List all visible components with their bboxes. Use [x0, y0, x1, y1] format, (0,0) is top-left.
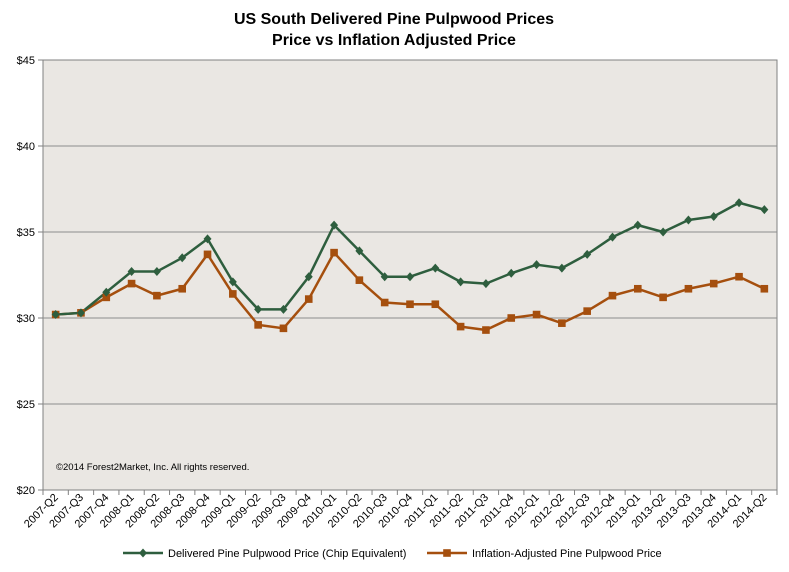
y-tick-label: $35	[17, 227, 35, 239]
data-point-delivered	[51, 310, 60, 320]
data-point-delivered	[102, 287, 111, 297]
chart-title: US South Delivered Pine Pulpwood Prices	[234, 11, 554, 28]
y-axis: $20 $25 $30 $35 $40 $45	[17, 55, 43, 497]
data-point-inflation-adjusted	[709, 279, 718, 288]
legend-label-delivered: Delivered Pine Pulpwood Price (Chip Equi…	[168, 548, 406, 560]
data-point-delivered	[228, 277, 237, 287]
data-point-delivered	[380, 272, 389, 282]
data-point-inflation-adjusted	[330, 248, 338, 257]
legend-marker-inflation-adjusted	[443, 549, 451, 557]
data-point-inflation-adjusted	[229, 290, 237, 298]
data-point-delivered	[203, 234, 212, 244]
data-point-delivered	[254, 304, 263, 314]
data-point-inflation-adjusted	[203, 250, 212, 259]
data-point-inflation-adjusted	[127, 279, 136, 288]
y-tick-label: $30	[17, 313, 35, 325]
series-lines	[51, 198, 769, 334]
data-point-delivered	[608, 232, 617, 242]
data-point-delivered	[127, 267, 136, 277]
data-point-delivered	[481, 279, 490, 289]
data-point-inflation-adjusted	[380, 298, 389, 307]
data-point-delivered	[279, 304, 288, 314]
y-tick-label: $20	[17, 485, 35, 497]
y-tick-label: $45	[17, 55, 35, 67]
legend: Delivered Pine Pulpwood Price (Chip Equi…	[123, 548, 662, 560]
data-point-delivered	[735, 198, 744, 208]
data-point-inflation-adjusted	[406, 300, 414, 309]
data-point-inflation-adjusted	[760, 284, 769, 293]
data-point-delivered	[532, 260, 541, 270]
y-tick-label: $25	[17, 399, 35, 411]
data-point-delivered	[431, 263, 440, 273]
data-point-delivered	[507, 268, 516, 278]
data-point-delivered	[178, 253, 187, 263]
data-point-inflation-adjusted	[583, 307, 591, 315]
x-axis: 2007-Q22007-Q32007-Q42008-Q12008-Q22008-…	[22, 490, 778, 530]
data-point-inflation-adjusted	[507, 314, 516, 322]
data-point-delivered	[152, 267, 161, 277]
data-point-delivered	[456, 277, 465, 287]
copyright-annotation: ©2014 Forest2Market, Inc. All rights res…	[56, 462, 249, 473]
data-point-inflation-adjusted	[633, 284, 642, 293]
gridlines	[43, 145, 777, 405]
legend-label-inflation-adjusted: Inflation-Adjusted Pine Pulpwood Price	[472, 548, 662, 560]
data-point-delivered	[659, 227, 668, 237]
y-tick-label: $40	[17, 141, 35, 153]
data-point-delivered	[557, 263, 566, 273]
data-point-inflation-adjusted	[456, 322, 465, 331]
data-point-delivered	[304, 272, 313, 282]
data-point-delivered	[330, 220, 339, 230]
data-point-inflation-adjusted	[482, 326, 490, 334]
legend-marker-delivered	[139, 548, 147, 558]
data-point-delivered	[760, 205, 769, 215]
chart-subtitle: Price vs Inflation Adjusted Price	[272, 32, 516, 49]
data-point-inflation-adjusted	[735, 272, 743, 281]
data-point-inflation-adjusted	[684, 284, 693, 293]
data-point-delivered	[709, 212, 718, 222]
data-point-inflation-adjusted	[659, 293, 667, 302]
data-point-delivered	[355, 246, 364, 256]
data-point-inflation-adjusted	[254, 321, 262, 329]
data-point-inflation-adjusted	[279, 324, 288, 333]
data-point-inflation-adjusted	[608, 291, 617, 300]
data-point-inflation-adjusted	[102, 293, 111, 302]
data-point-inflation-adjusted	[304, 295, 313, 303]
data-point-delivered	[406, 272, 414, 282]
data-point-delivered	[76, 308, 85, 318]
data-point-inflation-adjusted	[153, 291, 161, 300]
data-point-inflation-adjusted	[532, 310, 541, 319]
data-point-inflation-adjusted	[431, 300, 440, 309]
data-point-delivered	[583, 249, 592, 259]
data-point-delivered	[633, 220, 642, 230]
data-point-inflation-adjusted	[355, 276, 364, 284]
data-point-delivered	[684, 215, 693, 225]
data-point-inflation-adjusted	[178, 284, 187, 293]
data-point-inflation-adjusted	[558, 319, 566, 327]
